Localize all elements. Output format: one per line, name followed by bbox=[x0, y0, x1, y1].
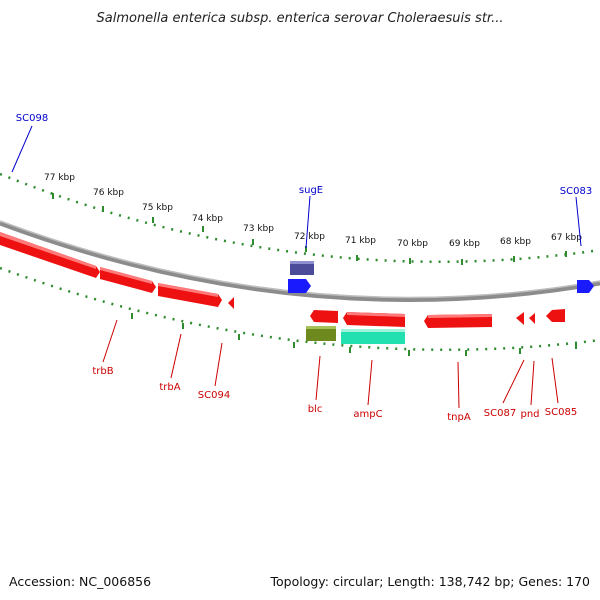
gene-label-reverse: SC087 bbox=[484, 408, 516, 419]
gene-label-forward: SC083 bbox=[560, 186, 592, 197]
gene-blc[interactable] bbox=[310, 310, 338, 323]
tick-label: 70 kbp bbox=[397, 239, 428, 249]
tick-label: 69 kbp bbox=[449, 239, 480, 249]
gene-blc-box[interactable] bbox=[306, 326, 336, 341]
topology-summary: Topology: circular; Length: 138,742 bp; … bbox=[270, 574, 591, 589]
gene-SC083[interactable] bbox=[577, 280, 594, 293]
gene-label-reverse: SC094 bbox=[198, 390, 230, 401]
accession-text: Accession: NC_006856 bbox=[9, 574, 152, 589]
gene-label-reverse: SC085 bbox=[545, 407, 577, 418]
tick-label: 77 kbp bbox=[44, 173, 75, 183]
tick-label: 76 kbp bbox=[93, 188, 124, 198]
gene-label-reverse: blc bbox=[308, 404, 323, 415]
map-title: Salmonella enterica subsp. enterica sero… bbox=[97, 11, 504, 26]
tick-label: 67 kbp bbox=[551, 233, 582, 243]
gene-forward-blue[interactable] bbox=[288, 279, 311, 293]
gene-SC085[interactable] bbox=[546, 309, 565, 322]
gene-label-reverse: tnpA bbox=[447, 412, 471, 423]
gene-label-reverse: trbB bbox=[92, 366, 113, 377]
forward-genes bbox=[288, 261, 594, 293]
gene-label-forward: sugE bbox=[299, 185, 323, 196]
gene-ampC-box[interactable] bbox=[341, 329, 405, 344]
gene-label-reverse: ampC bbox=[353, 409, 382, 420]
gene-pnd[interactable] bbox=[529, 313, 535, 324]
reverse-genes bbox=[0, 232, 565, 328]
gene-label-forward: SC098 bbox=[16, 113, 48, 124]
gene-sugE[interactable] bbox=[290, 261, 314, 275]
tick-label: 71 kbp bbox=[345, 236, 376, 246]
backbone-arc bbox=[0, 220, 600, 302]
tick-label: 73 kbp bbox=[243, 224, 274, 234]
gene-label-reverse: trbA bbox=[159, 382, 180, 393]
tick-label: 75 kbp bbox=[142, 203, 173, 213]
tick-label: 68 kbp bbox=[500, 237, 531, 247]
gene-SC094[interactable] bbox=[228, 297, 234, 309]
tick-label: 74 kbp bbox=[192, 214, 223, 224]
gene-label-reverse: pnd bbox=[520, 409, 539, 420]
tick-label: 72 kbp bbox=[294, 232, 325, 242]
gene-trbA-2[interactable] bbox=[158, 283, 222, 307]
gene-SC087[interactable] bbox=[516, 312, 524, 325]
